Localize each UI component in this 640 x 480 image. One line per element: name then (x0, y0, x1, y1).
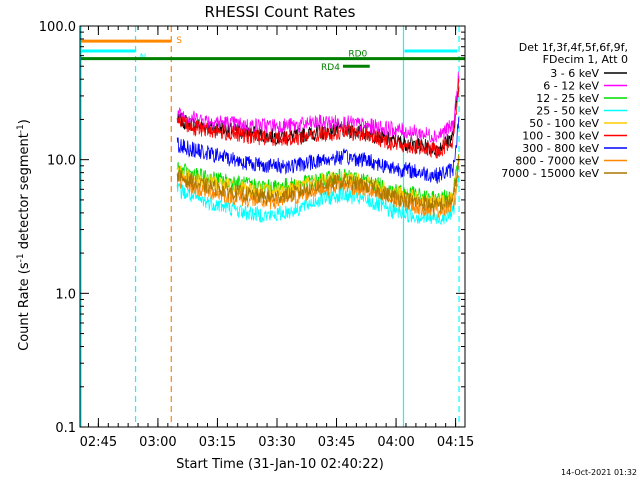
legend-label-1: 6 - 12 keV (543, 80, 599, 93)
series-line-1 (176, 71, 460, 144)
plot-content: SNRD0RD4 (80, 26, 465, 427)
legend-label-5: 100 - 300 keV (522, 130, 599, 143)
legend-label-3: 25 - 50 keV (536, 105, 599, 118)
x-tick-label-2: 03:15 (199, 435, 236, 450)
annotation-label-4: RD4 (321, 63, 340, 73)
y-tick-label-1: 10.0 (47, 154, 76, 169)
y-axis-label: Count Rate (s-1 detector segment-1) (16, 119, 32, 351)
y-tick-label-0: 100.0 (39, 20, 76, 35)
plot-frame (79, 25, 466, 428)
legend-label-4: 50 - 100 keV (529, 117, 599, 130)
x-tick-label-6: 04:15 (437, 435, 474, 450)
series-line-3 (176, 175, 460, 226)
legend-label-0: 3 - 6 keV (550, 67, 599, 80)
series-line-8 (176, 155, 460, 213)
y-axis-label-main: Count Rate (s (17, 262, 32, 351)
y-axis-label-sup1: -1 (16, 253, 26, 262)
x-tick-label-3: 03:30 (258, 435, 295, 450)
series-line-5 (176, 78, 460, 159)
x-tick-label-5: 04:00 (377, 435, 414, 450)
legend-header-1: Det 1f,3f,4f,5f,6f,9f, (519, 41, 628, 54)
legend-label-7: 800 - 7000 keV (515, 155, 599, 168)
y-tick-label-3: 0.1 (55, 421, 76, 436)
y-tick-label-2: 1.0 (55, 287, 76, 302)
y-axis-label-sup2: -1 (16, 124, 26, 133)
legend-header-2: FDecim 1, Att 0 (543, 53, 628, 66)
footer-date: 14-Oct-2021 01:32 (561, 468, 637, 477)
legend: Det 1f,3f,4f,5f,6f,9f, FDecim 1, Att 0 3… (501, 41, 628, 180)
x-axis: 02:45 03:00 03:15 03:30 03:45 04:00 04:15 (80, 26, 474, 450)
legend-label-6: 300 - 800 keV (522, 142, 599, 155)
x-axis-label: Start Time (31-Jan-10 02:40:22) (176, 457, 384, 472)
annotation-label-3: RD0 (348, 50, 367, 60)
x-tick-label-4: 03:45 (318, 435, 355, 450)
y-axis-label-mid: detector segment (17, 133, 32, 253)
annotation-label-0: S (176, 36, 182, 46)
chart-title: RHESSI Count Rates (205, 3, 356, 21)
x-tick-label-1: 03:00 (139, 435, 176, 450)
legend-label-2: 12 - 25 keV (536, 92, 599, 105)
series-line-6 (176, 117, 460, 184)
x-tick-label-0: 02:45 (80, 435, 117, 450)
legend-label-8: 7000 - 15000 keV (501, 167, 599, 180)
y-axis: 100.0 10.0 1.0 0.1 (39, 20, 465, 436)
y-axis-label-end: ) (17, 119, 32, 124)
